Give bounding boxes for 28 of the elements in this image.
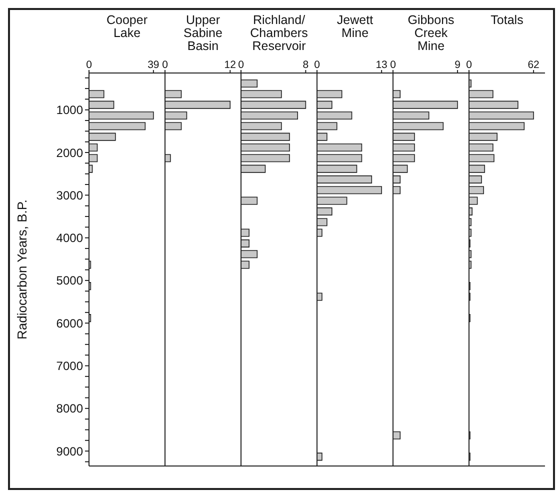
y-tick-label: 2000 <box>56 146 84 160</box>
y-tick-label: 3000 <box>56 188 84 202</box>
x-tick-label: 0 <box>238 59 244 71</box>
x-tick-label: 0 <box>86 59 92 71</box>
chart-title: Richland/ Chambers Reservoir <box>249 13 309 53</box>
chart-title: Gibbons Creek Mine <box>406 13 456 53</box>
y-tick-label: 5000 <box>56 274 84 288</box>
x-tick-label: 62 <box>528 59 540 71</box>
y-tick-label: 4000 <box>56 231 84 246</box>
y-tick-label: 6000 <box>56 316 84 330</box>
x-tick-label: 8 <box>302 59 309 71</box>
y-tick-label: 8000 <box>56 402 84 416</box>
y-tick-label: 9000 <box>56 444 84 458</box>
y-tick-label: 1000 <box>56 103 84 118</box>
x-tick-label: 39 <box>148 59 160 71</box>
y-tick-label: 7000 <box>56 359 84 374</box>
x-tick-label: 0 <box>162 59 168 71</box>
chart-title: Totals <box>490 13 524 27</box>
x-tick-label: 0 <box>390 59 396 71</box>
chart-title: Cooper Lake <box>106 13 148 40</box>
x-tick-label: 9 <box>454 59 461 71</box>
chart-title: Upper Sabine Basin <box>182 13 224 53</box>
y-axis-title: Radiocarbon Years, B.P. <box>14 200 30 340</box>
x-tick-label: 13 <box>376 59 388 71</box>
x-tick-label: 12 <box>224 59 236 71</box>
x-tick-label: 0 <box>466 59 472 71</box>
x-tick-label: 0 <box>314 59 320 71</box>
chart-title: Jewett Mine <box>336 13 374 40</box>
